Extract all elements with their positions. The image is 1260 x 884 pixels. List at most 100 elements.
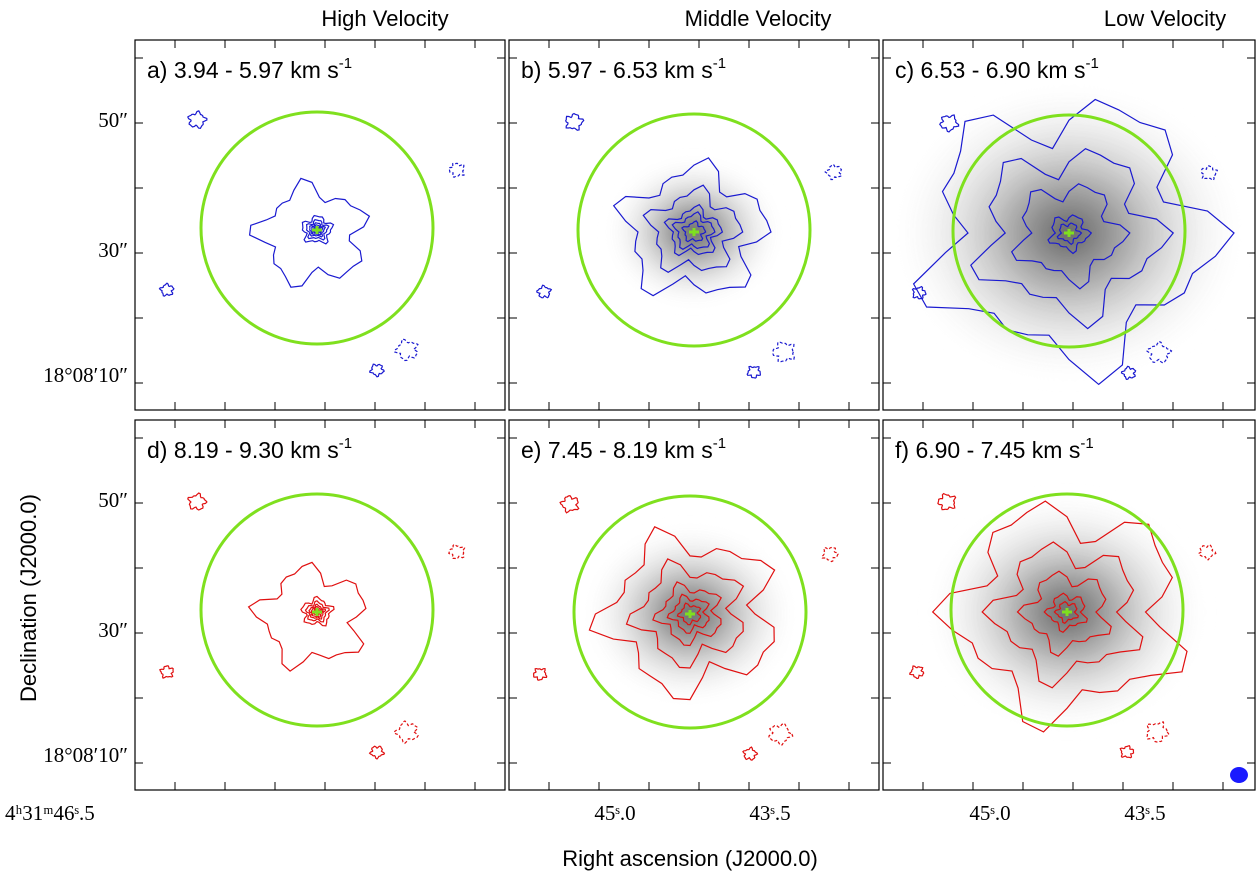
- panel-label-sup: -1: [713, 435, 726, 452]
- contour: [301, 214, 335, 245]
- contour: [681, 220, 707, 243]
- panel-content: [158, 110, 465, 378]
- x-tick-label: 43ˢ.5: [1124, 801, 1165, 825]
- panel-label-text: f) 6.90 - 7.45 km s: [895, 437, 1080, 463]
- y-tick-label: 50″: [98, 108, 128, 132]
- panel-label-sup: -1: [339, 435, 352, 452]
- contour: [663, 203, 724, 257]
- contour: [308, 603, 327, 620]
- contour: [937, 492, 957, 511]
- contour: [612, 157, 772, 297]
- source-marker: [312, 608, 322, 616]
- panel: c) 6.53 - 6.90 km s-1: [882, 39, 1256, 411]
- panels: a) 3.94 - 5.97 km s-1 b) 5.97 - 6.53 km s…: [134, 39, 1256, 791]
- panel-label-text: b) 5.97 - 6.53 km s: [521, 57, 713, 83]
- contour: [300, 595, 335, 627]
- contour: [448, 162, 465, 178]
- panel-label-text: c) 6.53 - 6.90 km s: [895, 57, 1085, 83]
- contour: [305, 219, 330, 241]
- contour: [970, 148, 1175, 330]
- contour: [652, 581, 722, 647]
- contour: [625, 558, 745, 669]
- contour: [939, 114, 960, 133]
- panel: a) 3.94 - 5.97 km s-1: [134, 39, 506, 411]
- x-axis-title: Right ascension (J2000.0): [562, 846, 818, 871]
- panel: f) 6.90 - 7.45 km s-1: [882, 419, 1256, 791]
- source-marker: [312, 226, 322, 234]
- panel-label-sup: -1: [1085, 55, 1098, 72]
- panel-label-text: e) 7.45 - 8.19 km s: [521, 437, 713, 463]
- x-tick-label: 43ˢ.5: [749, 801, 790, 825]
- contour: [393, 720, 419, 745]
- beam-region: [949, 492, 1185, 728]
- panel-content: [159, 492, 466, 760]
- beam-region: [199, 492, 435, 728]
- panel-label: e) 7.45 - 8.19 km s-1: [521, 435, 726, 463]
- beam-region: [199, 110, 435, 346]
- panel: d) 8.19 - 9.30 km s-1: [134, 419, 506, 791]
- contour: [981, 541, 1144, 689]
- contour: [1056, 222, 1083, 246]
- contour: [536, 284, 553, 299]
- contour: [1146, 721, 1170, 743]
- beam-region: [576, 112, 812, 348]
- contour: [1119, 745, 1135, 759]
- x-tick-label: 4ʰ31ᵐ46ˢ.5: [5, 801, 95, 825]
- source-marker: [1062, 608, 1072, 616]
- contour: [821, 546, 839, 563]
- panel-label-sup: -1: [1080, 435, 1093, 452]
- column-header: Low Velocity: [1104, 6, 1226, 31]
- contour: [742, 746, 759, 761]
- contour: [909, 665, 925, 680]
- contour: [368, 745, 386, 760]
- contour: [187, 492, 208, 511]
- panel-content: [909, 488, 1217, 759]
- contour: [311, 224, 324, 236]
- contour: [369, 363, 385, 378]
- source-marker: [1064, 229, 1074, 237]
- contour: [310, 605, 324, 618]
- panel-label: a) 3.94 - 5.97 km s-1: [147, 55, 352, 83]
- contour: [559, 495, 580, 514]
- x-tick-label: 45ˢ.0: [969, 801, 1010, 825]
- beam: [1230, 767, 1248, 783]
- source-marker: [689, 228, 699, 236]
- panel: b) 5.97 - 6.53 km s-1: [508, 39, 880, 411]
- panel-content: [536, 112, 843, 379]
- contour: [768, 722, 794, 746]
- contour: [1201, 165, 1219, 181]
- contour: [532, 667, 548, 681]
- contour: [1043, 592, 1088, 634]
- column-header: High Velocity: [321, 6, 448, 31]
- contour: [159, 665, 174, 679]
- column-header: Middle Velocity: [685, 6, 832, 31]
- beam-region: [951, 113, 1187, 349]
- panel-label: f) 6.90 - 7.45 km s-1: [895, 435, 1094, 463]
- panel-label: b) 5.97 - 6.53 km s-1: [521, 55, 726, 83]
- contour: [642, 184, 744, 273]
- panel-label: c) 6.53 - 6.90 km s-1: [895, 55, 1099, 83]
- contour: [671, 211, 716, 251]
- panel-label: d) 8.19 - 9.30 km s-1: [147, 435, 352, 463]
- contour: [1198, 543, 1217, 561]
- source-marker: [685, 610, 695, 618]
- contour: [187, 110, 208, 129]
- y-tick-label: 18°08′10″: [43, 743, 128, 767]
- contour: [309, 222, 327, 238]
- contour: [912, 98, 1235, 386]
- contour: [1120, 365, 1137, 381]
- contour: [448, 543, 466, 560]
- contour: [824, 163, 843, 181]
- contour: [1146, 340, 1173, 364]
- x-tick-label: 45ˢ.0: [594, 801, 635, 825]
- panel-content: [532, 494, 839, 761]
- contour: [394, 338, 419, 362]
- panel: e) 7.45 - 8.19 km s-1: [508, 419, 880, 791]
- contour: [158, 282, 175, 297]
- panel-frame: [134, 419, 506, 791]
- beam-region: [572, 494, 808, 730]
- contour: [1016, 570, 1112, 657]
- contour: [931, 500, 1188, 733]
- panel-content: [889, 79, 1249, 387]
- y-tick-label: 18°08′10″: [43, 363, 128, 387]
